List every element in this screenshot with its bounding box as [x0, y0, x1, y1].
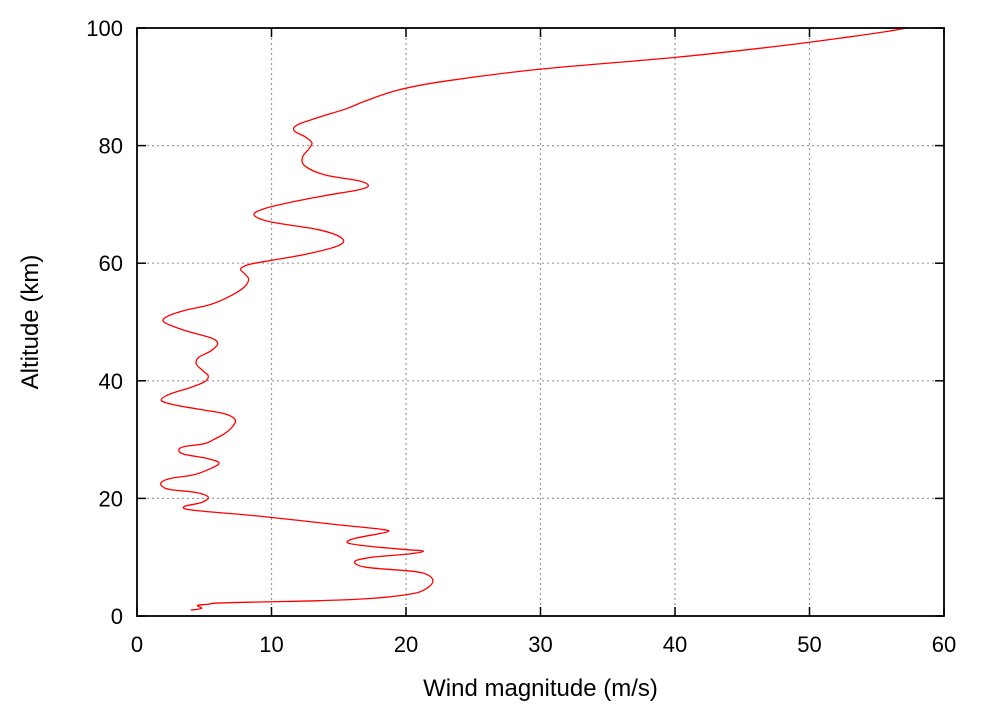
ticks [136, 27, 945, 617]
y-tick-label: 60 [99, 251, 123, 276]
y-axis-title: Altitude (km) [17, 255, 44, 390]
x-tick-label: 40 [663, 632, 687, 657]
x-tick-label: 30 [528, 632, 552, 657]
series-layer [159, 27, 907, 611]
y-tick-label: 20 [99, 486, 123, 511]
x-tick-label: 10 [259, 632, 283, 657]
tick-labels: 0 10 20 30 40 50 60 0 20 40 60 80 100 [86, 16, 956, 657]
x-tick-label: 0 [131, 632, 143, 657]
x-tick-label: 20 [394, 632, 418, 657]
grid [137, 28, 944, 616]
y-tick-label: 100 [86, 16, 123, 41]
x-tick-label: 60 [932, 632, 956, 657]
y-tick-label: 40 [99, 369, 123, 394]
plot-frame [136, 27, 945, 617]
wind-profile-line [159, 27, 907, 611]
y-tick-label: 0 [111, 604, 123, 629]
y-tick-label: 80 [99, 134, 123, 159]
x-tick-label: 50 [797, 632, 821, 657]
x-axis-title: Wind magnitude (m/s) [423, 675, 658, 702]
